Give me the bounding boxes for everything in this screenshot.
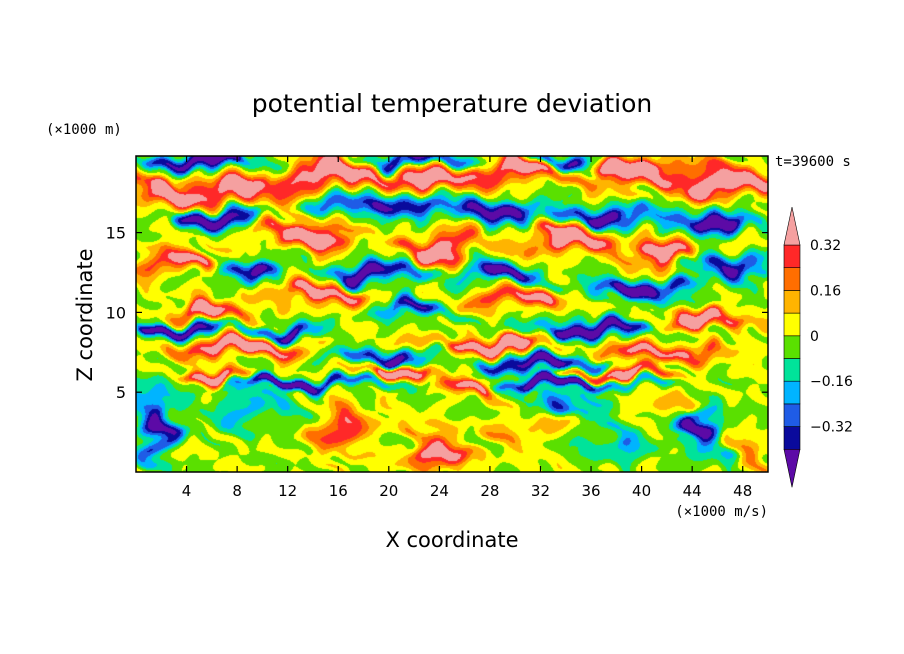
x-axis-label: X coordinate — [385, 528, 518, 552]
x-tick-label: 48 — [733, 482, 752, 500]
colorbar-box-7 — [783, 267, 801, 291]
x-tick-label: 20 — [379, 482, 398, 500]
x-tick-label: 8 — [232, 482, 242, 500]
chart-title: potential temperature deviation — [252, 89, 652, 118]
x-tick-label: 40 — [632, 482, 651, 500]
colorbar-tick-label: 0.32 — [810, 238, 841, 254]
x-unit-label: (×1000 m/s) — [675, 504, 768, 520]
colorbar-box-3 — [783, 358, 801, 382]
x-tick-label: 16 — [329, 482, 348, 500]
x-tick-label: 4 — [182, 482, 192, 500]
plot-area — [136, 156, 768, 472]
colorbar-tick-label: 0.16 — [810, 283, 841, 299]
colorbar-extend-max — [783, 206, 801, 246]
colorbar-box-6 — [783, 290, 801, 314]
x-tick-label: 28 — [480, 482, 499, 500]
y-unit-label: (×1000 m) — [46, 122, 122, 138]
x-tick-label: 32 — [531, 482, 550, 500]
colorbar: 0.32 0.16 0 −0.16 −0.32 — [783, 206, 853, 488]
plot-frame — [135, 155, 769, 473]
colorbar-box-0 — [783, 426, 801, 450]
colorbar-tick-label: −0.16 — [810, 374, 853, 390]
y-tick-label: 5 — [116, 383, 126, 402]
y-tick-label: 10 — [106, 303, 126, 322]
colorbar-tick-label: 0 — [810, 329, 819, 345]
x-tick-label: 36 — [581, 482, 600, 500]
colorbar-tick-label: −0.32 — [810, 420, 853, 436]
colorbar-extend-min — [783, 448, 801, 488]
colorbar-box-4 — [783, 335, 801, 359]
colorbar-box-1 — [783, 403, 801, 427]
x-tick-label: 24 — [430, 482, 449, 500]
time-label: t=39600 s — [775, 154, 851, 170]
y-axis-label: Z coordinate — [73, 248, 97, 381]
colorbar-box-2 — [783, 380, 801, 405]
x-tick-label: 12 — [278, 482, 297, 500]
colorbar-box-8 — [783, 244, 801, 269]
x-tick-label: 44 — [683, 482, 702, 500]
y-tick-label: 15 — [106, 224, 126, 243]
y-ticks: 5 10 15 — [106, 224, 768, 402]
contour-field — [136, 156, 768, 472]
x-ticks: 4 8 12 16 20 24 28 32 36 40 44 48 — [182, 156, 752, 500]
colorbar-box-5 — [783, 312, 801, 337]
